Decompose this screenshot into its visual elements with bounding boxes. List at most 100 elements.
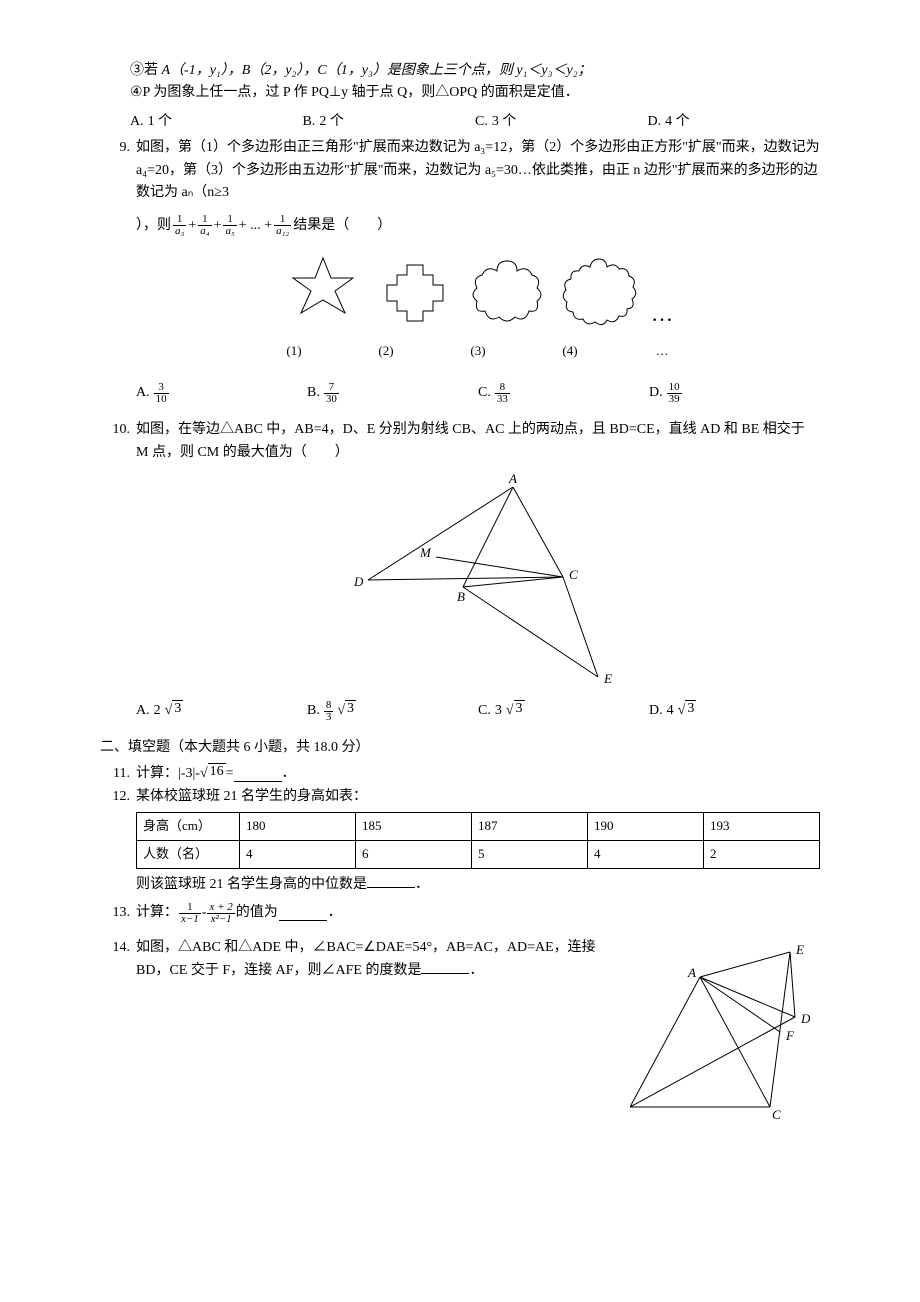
- pre: 计算：: [136, 902, 178, 924]
- q10-choice-b: B. 83√3: [307, 700, 478, 723]
- sqrt-icon: √3: [165, 700, 184, 722]
- label-b: B.: [303, 111, 316, 133]
- th: 身高（cm）: [137, 813, 240, 841]
- frac: 1039: [667, 382, 682, 405]
- q9: 9. 如图，第（1）个多边形由正三角形"扩展而来边数记为 a₃=12，第（2）个…: [100, 137, 820, 405]
- svg-text:F: F: [785, 1028, 795, 1043]
- q11-body: 计算：|-3|-√16=．: [136, 763, 820, 785]
- pre8-choices: A. 1 个 B. 2 个 C. 3 个 D. 4 个: [100, 111, 820, 133]
- q11-num: 11.: [100, 763, 136, 785]
- pre8-stmt3: ③若 A（-1，y₁），B（2，y₂），C（1，y₃）是图象上三个点，则 y₁＜…: [100, 60, 820, 82]
- td: 4: [240, 840, 356, 868]
- q9-post: 结果是（ ）: [293, 215, 391, 237]
- q9-ellipsis: …: [651, 256, 673, 331]
- td: 193: [704, 813, 820, 841]
- f1: 1x−1: [179, 902, 201, 925]
- q9-choices: A.310 B. 730 C. 833 D. 1039: [136, 382, 820, 405]
- label: B.: [307, 382, 320, 404]
- blank: [279, 906, 327, 921]
- svg-text:D: D: [353, 574, 364, 589]
- q10-choice-a: A. 2√3: [136, 700, 307, 723]
- q10-choice-d: D. 4√3: [649, 700, 820, 723]
- period: ．: [328, 902, 342, 924]
- q9-f1: 1a₃: [173, 214, 186, 237]
- table-row: 身高（cm） 180 185 187 190 193: [137, 813, 820, 841]
- svg-text:D: D: [800, 1011, 811, 1026]
- svg-text:A: A: [687, 965, 696, 980]
- q9-choice-a: A.310: [136, 382, 307, 405]
- q12-body: 某体校篮球班 21 名学生的身高如表： 身高（cm） 180 185 187 1…: [136, 786, 820, 896]
- svg-text:A: A: [508, 472, 517, 486]
- q14: 14. 如图，△ABC 和△ADE 中，∠BAC=∠DAE=54°，AB=AC，…: [100, 937, 820, 1122]
- q10-num: 10.: [100, 419, 136, 441]
- q10-figure-wrap: ABCDEM: [136, 472, 820, 692]
- td: 4: [588, 840, 704, 868]
- post: 的值为: [236, 902, 278, 924]
- pre8-choice-d: D. 4 个: [648, 111, 821, 133]
- q13-num: 13.: [100, 902, 136, 924]
- q9-choice-d: D. 1039: [649, 382, 820, 405]
- minus: -: [202, 902, 207, 924]
- shape-3-icon: [467, 253, 547, 333]
- label: D.: [649, 700, 663, 722]
- pre8-stmt3a: ③若: [130, 63, 162, 78]
- q10-choices: A. 2√3 B. 83√3 C. 3√3 D. 4√3: [136, 700, 820, 723]
- period: ．: [282, 763, 296, 785]
- sqrt-icon: √3: [506, 700, 525, 722]
- q9-f2: 1a₄: [198, 214, 211, 237]
- q12-after: 则该篮球班 21 名学生身高的中位数是．: [136, 873, 820, 896]
- td: 185: [356, 813, 472, 841]
- blank: [421, 959, 469, 974]
- shape-1-icon: [283, 253, 363, 333]
- val-c: 3 个: [492, 111, 517, 133]
- label: C.: [478, 382, 491, 404]
- pre8-choice-c: C. 3 个: [475, 111, 648, 133]
- td: 187: [472, 813, 588, 841]
- q10-body: 如图，在等边△ABC 中，AB=4，D、E 分别为射线 CB、AC 上的两动点，…: [136, 419, 820, 723]
- q9-f4: 1a₁₂: [274, 214, 291, 237]
- svg-text:E: E: [795, 942, 804, 957]
- cap-3: (3): [438, 341, 518, 362]
- td: 180: [240, 813, 356, 841]
- q12: 12. 某体校篮球班 21 名学生的身高如表： 身高（cm） 180 185 1…: [100, 786, 820, 896]
- q9-choice-b: B. 730: [307, 382, 478, 405]
- label: A.: [136, 700, 150, 722]
- td: 2: [704, 840, 820, 868]
- frac: 730: [324, 382, 339, 405]
- q10-text: 如图，在等边△ABC 中，AB=4，D、E 分别为射线 CB、AC 上的两动点，…: [136, 419, 820, 464]
- q14-figure-icon: ABCDEF: [630, 937, 820, 1122]
- th: 人数（名）: [137, 840, 240, 868]
- q12-num: 12.: [100, 786, 136, 808]
- frac: 833: [495, 382, 510, 405]
- coef: 3: [495, 700, 502, 722]
- td: 5: [472, 840, 588, 868]
- pre8-stmt4: ④P 为图象上任一点，过 P 作 PQ⊥y 轴于点 Q，则△OPQ 的面积是定值…: [100, 82, 820, 104]
- pre8-choice-b: B. 2 个: [303, 111, 476, 133]
- q14-body: 如图，△ABC 和△ADE 中，∠BAC=∠DAE=54°，AB=AC，AD=A…: [136, 937, 820, 1122]
- q14-num: 14.: [100, 937, 136, 959]
- q10-figure-icon: ABCDEM: [308, 472, 648, 692]
- blank: [367, 873, 415, 888]
- label: C.: [478, 700, 491, 722]
- q11: 11. 计算：|-3|-√16=．: [100, 763, 820, 785]
- period: ．: [415, 877, 429, 892]
- label: A.: [136, 382, 150, 404]
- sqrt-icon: √16: [200, 763, 226, 785]
- label: D.: [649, 382, 663, 404]
- label: B.: [307, 700, 320, 722]
- coef: 2: [154, 700, 161, 722]
- eq: =: [226, 763, 234, 785]
- q10: 10. 如图，在等边△ABC 中，AB=4，D、E 分别为射线 CB、AC 上的…: [100, 419, 820, 723]
- svg-text:C: C: [772, 1107, 781, 1122]
- label-c: C.: [475, 111, 488, 133]
- td: 190: [588, 813, 704, 841]
- blank: [234, 767, 282, 782]
- q9-f3: 1a₅: [223, 214, 236, 237]
- section-2-title: 二、填空题（本大题共 6 小题，共 18.0 分）: [100, 737, 820, 759]
- val-a: 1 个: [148, 111, 173, 133]
- shape-2-icon: [375, 253, 455, 333]
- q9-num: 9.: [100, 137, 136, 159]
- label-a: A.: [130, 111, 144, 133]
- q12-text: 某体校篮球班 21 名学生的身高如表：: [136, 786, 820, 808]
- svg-text:E: E: [603, 671, 612, 686]
